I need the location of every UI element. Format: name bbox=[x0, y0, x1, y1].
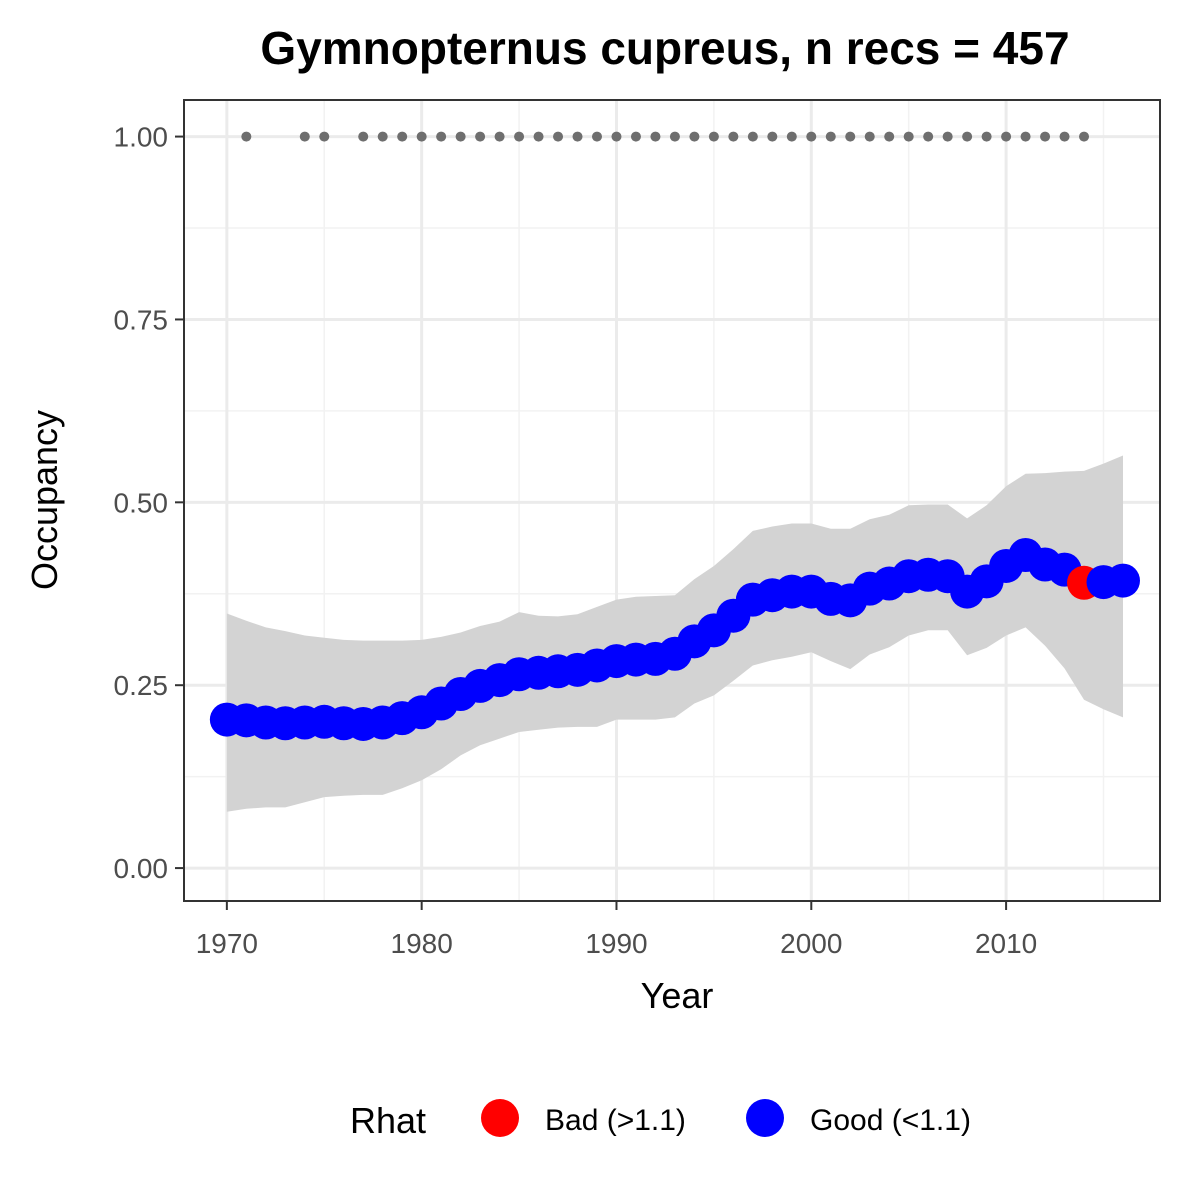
record-point bbox=[553, 131, 564, 142]
record-point bbox=[533, 131, 544, 142]
record-point bbox=[825, 131, 836, 142]
y-tick-label: 0.25 bbox=[114, 670, 169, 701]
record-point bbox=[708, 131, 719, 142]
record-point bbox=[591, 131, 602, 142]
record-point bbox=[319, 131, 330, 142]
record-point bbox=[669, 131, 680, 142]
record-point bbox=[494, 131, 505, 142]
x-axis-title: Year bbox=[641, 975, 714, 1016]
legend-label-good: Good (<1.1) bbox=[810, 1104, 971, 1137]
x-tick-label: 1990 bbox=[585, 928, 647, 959]
x-tick-label: 1980 bbox=[391, 928, 453, 959]
record-point bbox=[514, 131, 525, 142]
record-point bbox=[475, 131, 486, 142]
record-point bbox=[942, 131, 953, 142]
occupancy-series bbox=[209, 537, 1140, 741]
record-point bbox=[747, 131, 758, 142]
record-point bbox=[806, 131, 817, 142]
record-point bbox=[299, 131, 310, 142]
record-point bbox=[1001, 131, 1012, 142]
record-point bbox=[689, 131, 700, 142]
chart-title: Gymnopternus cupreus, n recs = 457 bbox=[260, 22, 1069, 74]
record-point bbox=[981, 131, 992, 142]
record-point bbox=[884, 131, 895, 142]
legend: Rhat Bad (>1.1) Good (<1.1) bbox=[350, 1099, 971, 1141]
record-point bbox=[845, 131, 856, 142]
y-tick-label: 1.00 bbox=[114, 122, 169, 153]
record-point bbox=[358, 131, 369, 142]
record-point bbox=[1040, 131, 1051, 142]
legend-title: Rhat bbox=[350, 1100, 426, 1141]
record-point bbox=[611, 131, 622, 142]
record-point bbox=[455, 131, 466, 142]
x-tick-label: 1970 bbox=[196, 928, 258, 959]
record-point bbox=[903, 131, 914, 142]
record-point bbox=[962, 131, 973, 142]
y-tick-label: 0.75 bbox=[114, 304, 169, 335]
record-point bbox=[1059, 131, 1070, 142]
legend-key-bad bbox=[481, 1099, 519, 1137]
record-point bbox=[630, 131, 641, 142]
ribbon-area bbox=[226, 455, 1123, 812]
record-point bbox=[416, 131, 427, 142]
confidence-ribbon bbox=[226, 455, 1123, 812]
record-point bbox=[786, 131, 797, 142]
y-axis-title: Occupancy bbox=[24, 410, 65, 590]
y-tick-label: 0.00 bbox=[114, 853, 169, 884]
record-point bbox=[864, 131, 875, 142]
x-tick-label: 2000 bbox=[780, 928, 842, 959]
record-point bbox=[728, 131, 739, 142]
record-point bbox=[241, 131, 252, 142]
record-point bbox=[377, 131, 388, 142]
y-tick-label: 0.50 bbox=[114, 487, 169, 518]
record-point bbox=[397, 131, 408, 142]
record-point bbox=[1079, 131, 1090, 142]
legend-label-bad: Bad (>1.1) bbox=[545, 1104, 686, 1137]
record-point bbox=[923, 131, 934, 142]
x-axis: 1970 1980 1990 2000 2010 bbox=[196, 901, 1037, 959]
record-point bbox=[1020, 131, 1031, 142]
x-tick-label: 2010 bbox=[975, 928, 1037, 959]
record-point bbox=[767, 131, 778, 142]
y-axis: 0.00 0.25 0.50 0.75 1.00 bbox=[114, 122, 184, 884]
record-point bbox=[650, 131, 661, 142]
record-point bbox=[436, 131, 447, 142]
plot-border bbox=[183, 99, 1161, 902]
record-point bbox=[572, 131, 583, 142]
record-points bbox=[241, 131, 1090, 142]
occupancy-point-good bbox=[1105, 563, 1140, 598]
legend-key-good bbox=[746, 1099, 784, 1137]
